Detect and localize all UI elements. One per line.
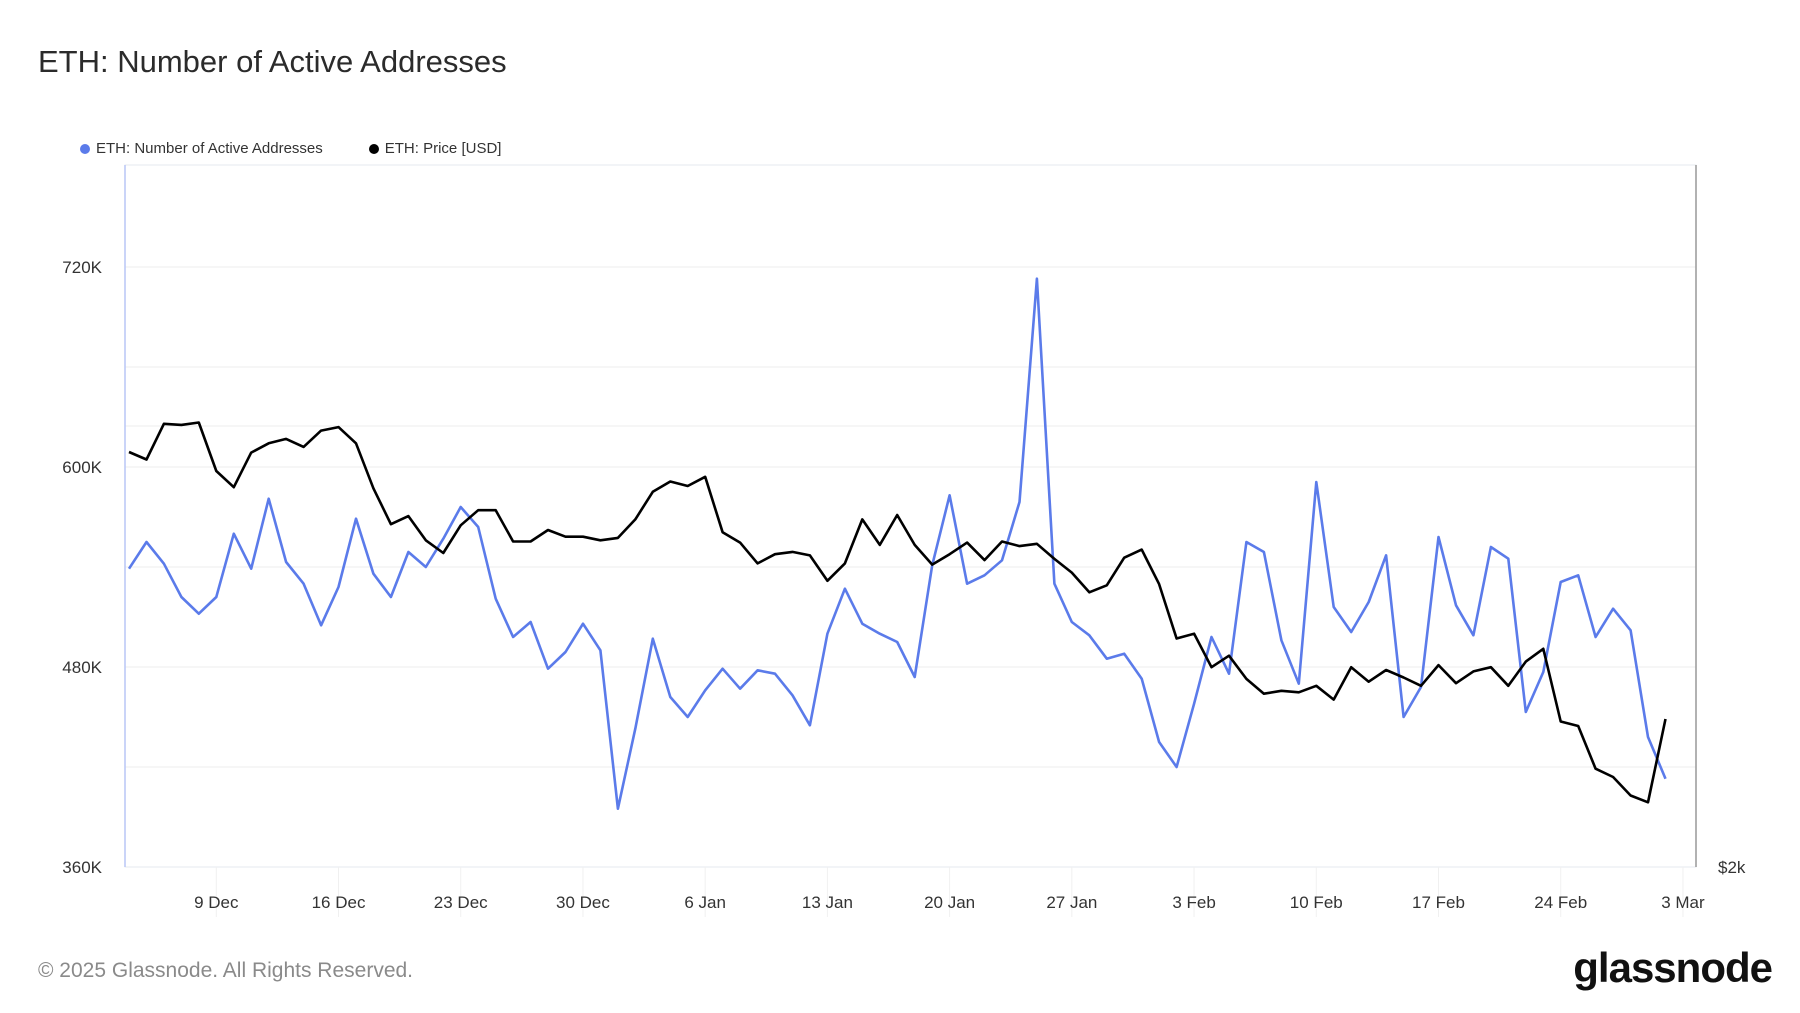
y-right-tick-label: $2k	[1718, 858, 1746, 877]
legend-item-price[interactable]: ETH: Price [USD]	[368, 140, 502, 157]
x-tick-label: 17 Feb	[1412, 893, 1465, 912]
plot-frame	[124, 164, 1697, 868]
legend-label: ETH: Number of Active Addresses	[96, 140, 323, 157]
legend: ETH: Number of Active Addresses ETH: Pri…	[80, 140, 501, 157]
legend-item-active-addresses[interactable]: ETH: Number of Active Addresses	[80, 140, 323, 157]
series-line-active-addresses	[127, 277, 1667, 811]
y-tick-label: 360K	[62, 858, 102, 877]
x-tick-label: 30 Dec	[556, 893, 610, 912]
x-tick-label: 23 Dec	[434, 893, 488, 912]
x-tick-label: 27 Jan	[1046, 893, 1097, 912]
x-tick-label: 24 Feb	[1534, 893, 1587, 912]
y-tick-label: 480K	[62, 658, 102, 677]
x-tick-label: 16 Dec	[312, 893, 366, 912]
legend-label: ETH: Price [USD]	[384, 140, 502, 157]
series-line-price	[128, 421, 1667, 804]
chart-title: ETH: Number of Active Addresses	[38, 44, 507, 79]
x-tick-label: 10 Feb	[1290, 893, 1343, 912]
x-tick-label: 3 Mar	[1661, 893, 1705, 912]
legend-dot-icon	[368, 143, 379, 154]
x-tick-label: 13 Jan	[802, 893, 853, 912]
copyright: © 2025 Glassnode. All Rights Reserved.	[38, 959, 414, 982]
x-tick-label: 20 Jan	[924, 893, 975, 912]
legend-dot-icon	[80, 143, 90, 154]
y-tick-label: 720K	[62, 258, 102, 277]
y-tick-label: 600K	[62, 458, 102, 477]
glassnode-logo: glassnode	[1573, 944, 1773, 991]
x-tick-label: 6 Jan	[684, 893, 726, 912]
x-tick-label: 3 Feb	[1172, 893, 1215, 912]
x-tick-label: 9 Dec	[194, 893, 239, 912]
